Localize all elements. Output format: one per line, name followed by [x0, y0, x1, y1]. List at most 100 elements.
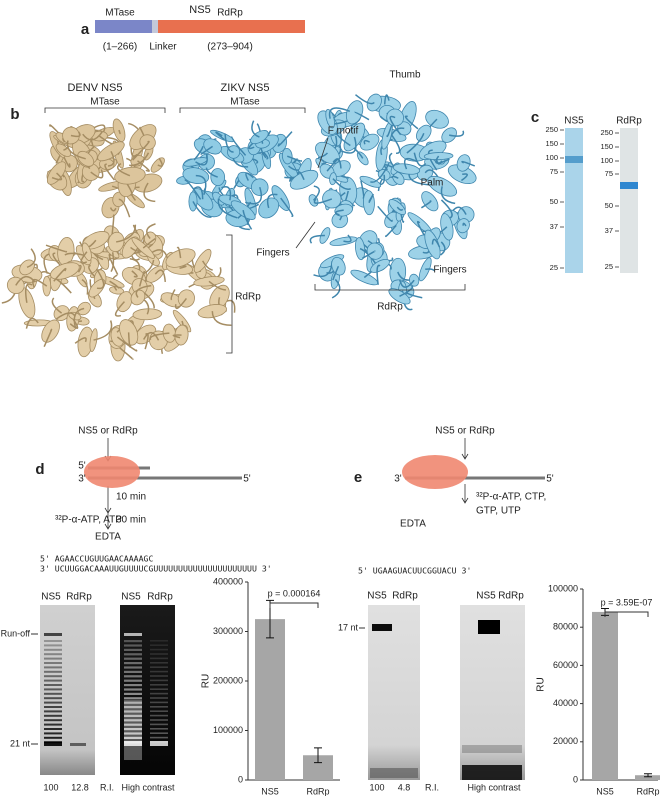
- enzyme: [84, 456, 140, 488]
- gel-lane: [565, 128, 583, 273]
- label: 5': [78, 461, 86, 472]
- bracket: [44, 107, 166, 113]
- gel-lane: [620, 128, 638, 273]
- label: 12.8: [71, 782, 89, 792]
- marker-label: 150: [600, 142, 613, 151]
- gel-band: [44, 648, 62, 651]
- label: 5': [243, 474, 251, 485]
- loop: [144, 333, 149, 350]
- loop: [32, 278, 48, 288]
- gel-band: [124, 732, 142, 735]
- label: RdRp: [147, 592, 173, 603]
- significance-bracket: [269, 602, 319, 608]
- loop: [231, 136, 247, 156]
- loop: [211, 311, 232, 327]
- loop: [25, 317, 39, 329]
- loop: [377, 205, 393, 222]
- loop: [109, 280, 120, 289]
- loop: [200, 145, 214, 155]
- gel-band: [462, 765, 522, 780]
- loop: [55, 312, 76, 320]
- label: High contrast: [121, 782, 175, 792]
- gel-band: [150, 692, 168, 695]
- bracket: [226, 234, 233, 354]
- loop: [74, 337, 87, 344]
- helix: [416, 124, 432, 142]
- label: NS5: [476, 591, 496, 602]
- loop: [64, 252, 84, 256]
- gel-band: [150, 719, 168, 721]
- gel-band: [150, 679, 168, 682]
- gel-band: [44, 714, 62, 717]
- gel-band: [150, 670, 168, 673]
- loop: [403, 157, 418, 170]
- loop: [43, 328, 53, 348]
- gel-band: [44, 719, 62, 722]
- marker-label: 150: [545, 139, 558, 148]
- loop: [15, 275, 36, 286]
- loop: [138, 270, 146, 287]
- loop: [440, 241, 446, 256]
- sequence: 5' AGAACCUGUUGAACAAAAGC: [40, 554, 153, 564]
- loop: [280, 197, 294, 217]
- label: MTase: [90, 97, 120, 108]
- gel-band: [70, 743, 86, 746]
- loop: [82, 131, 103, 141]
- label: 5': [546, 474, 554, 485]
- loop: [195, 152, 208, 166]
- label: 10 min: [116, 492, 146, 503]
- loop: [117, 345, 134, 360]
- loop: [224, 133, 234, 153]
- helix: [46, 161, 67, 185]
- loop: [396, 206, 404, 211]
- label: (1–266): [103, 42, 137, 53]
- gel-band: [124, 633, 142, 636]
- loop: [146, 223, 156, 239]
- label: 17 nt: [338, 622, 359, 632]
- gel-band: [150, 666, 168, 668]
- loop: [176, 246, 182, 259]
- loop: [461, 160, 476, 167]
- helix: [19, 259, 35, 276]
- marker-label: 75: [605, 169, 613, 178]
- loop: [115, 224, 137, 243]
- label: ³²P-α-ATP, CTP,: [476, 492, 546, 503]
- gel-band: [44, 675, 62, 678]
- loop: [297, 171, 305, 181]
- helix: [250, 130, 269, 145]
- gel-band: [124, 719, 142, 722]
- label: 30 min: [116, 515, 146, 526]
- y-tick-label: 0: [573, 774, 578, 784]
- gel-band: [124, 692, 142, 695]
- sequence: 3' UCUUGGACAAAUUGUUUUCGUUUUUUUUUUUUUUUUU…: [40, 564, 272, 574]
- y-tick-label: 300000: [213, 626, 243, 636]
- loop: [217, 198, 238, 219]
- loop: [195, 174, 207, 195]
- loop: [129, 152, 150, 167]
- loop: [215, 131, 225, 141]
- x-tick-label: RdRp: [636, 786, 659, 796]
- marker-label: 75: [550, 167, 558, 176]
- loop: [334, 209, 344, 216]
- loop: [111, 214, 115, 236]
- loop: [66, 140, 86, 160]
- loop: [184, 179, 202, 200]
- loop: [312, 185, 321, 201]
- loop: [143, 331, 160, 341]
- label: EDTA: [400, 519, 426, 530]
- loop: [135, 284, 152, 298]
- x-tick-label: NS5: [596, 786, 614, 796]
- loop: [462, 222, 467, 227]
- bar: [592, 611, 618, 780]
- gel-band: [124, 688, 142, 691]
- loop: [431, 238, 441, 248]
- label: 100: [43, 782, 58, 792]
- loop: [451, 206, 467, 215]
- loop: [343, 234, 352, 243]
- loop: [205, 167, 218, 178]
- loop: [368, 193, 374, 204]
- loop: [116, 162, 131, 177]
- loop: [266, 193, 278, 209]
- marker-label: 37: [550, 222, 558, 231]
- gel-band: [44, 736, 62, 739]
